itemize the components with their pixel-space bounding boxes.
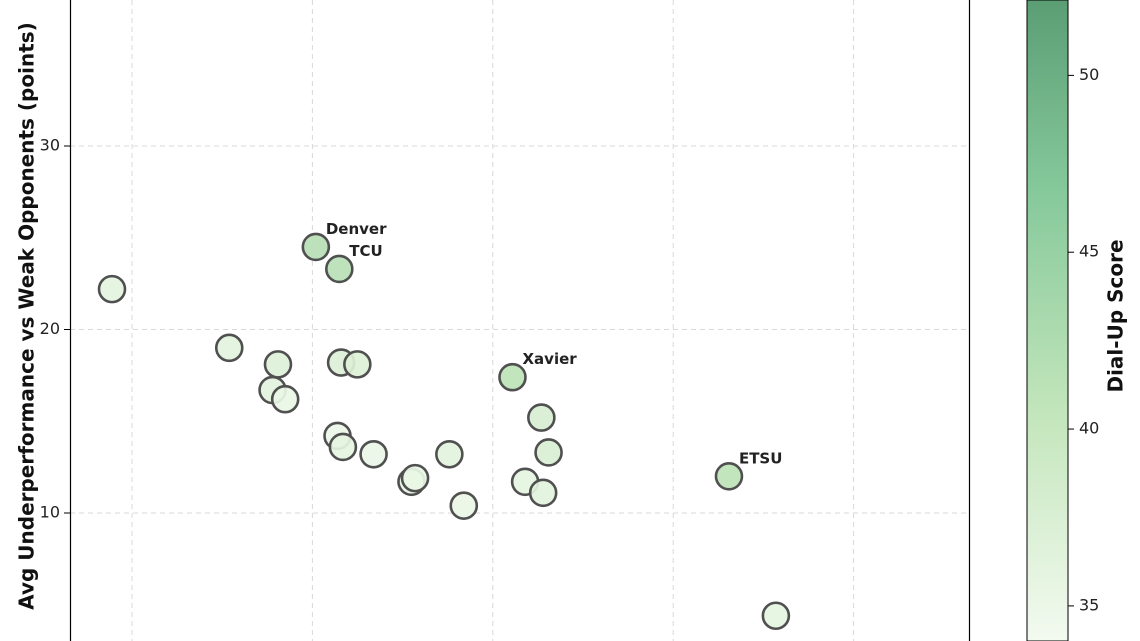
colorbar-label: Dial-Up Score: [1104, 239, 1128, 392]
scatter-point: [527, 403, 556, 432]
colorbar-tick-label: 50: [1079, 65, 1099, 84]
scatter-point: [97, 274, 127, 304]
scatter-point: [328, 432, 358, 462]
point-xavier: [498, 362, 527, 392]
scatter-point: [534, 438, 563, 467]
grid-lines: [70, 0, 969, 641]
colorbar-gradient: [1026, 0, 1069, 641]
y-axis-label: Avg Underperformance vs Weak Opponents (…: [15, 22, 39, 610]
scatter-point: [528, 478, 558, 508]
annotation-denver: Denver: [326, 220, 387, 238]
annotation-etsu: ETSU: [739, 449, 782, 467]
annotation-xavier: Xavier: [522, 350, 577, 368]
scatter-point: [761, 601, 791, 631]
scatter-point: [359, 439, 388, 469]
point-denver: [301, 232, 331, 262]
scatter-point: [400, 463, 430, 493]
scatter-point: [263, 350, 293, 379]
scatter-point: [435, 439, 464, 469]
scatter-point: [270, 384, 300, 414]
y-tick-label: 20: [40, 319, 60, 338]
colorbar-ticks: 35 40 45 50: [1068, 65, 1099, 614]
scatter-point: [343, 350, 372, 379]
annotation-tcu: TCU: [349, 242, 382, 260]
colorbar-tick-label: 35: [1079, 595, 1099, 614]
colorbar-tick-label: 40: [1079, 419, 1099, 438]
point-etsu: [714, 461, 744, 491]
y-tick-label: 30: [40, 136, 60, 155]
y-ticks: 10 20 30: [40, 136, 70, 522]
scatter-point: [449, 491, 479, 520]
point-annotations: Denver TCU Xavier ETSU: [326, 220, 783, 467]
point-tcu: [325, 254, 354, 284]
y-tick-label: 10: [40, 503, 60, 522]
colorbar-tick-label: 45: [1079, 242, 1099, 261]
scatter-points: [97, 232, 791, 631]
scatter-point: [214, 333, 244, 363]
plot-axes: [69, 0, 971, 641]
colorbar: [1026, 0, 1069, 641]
